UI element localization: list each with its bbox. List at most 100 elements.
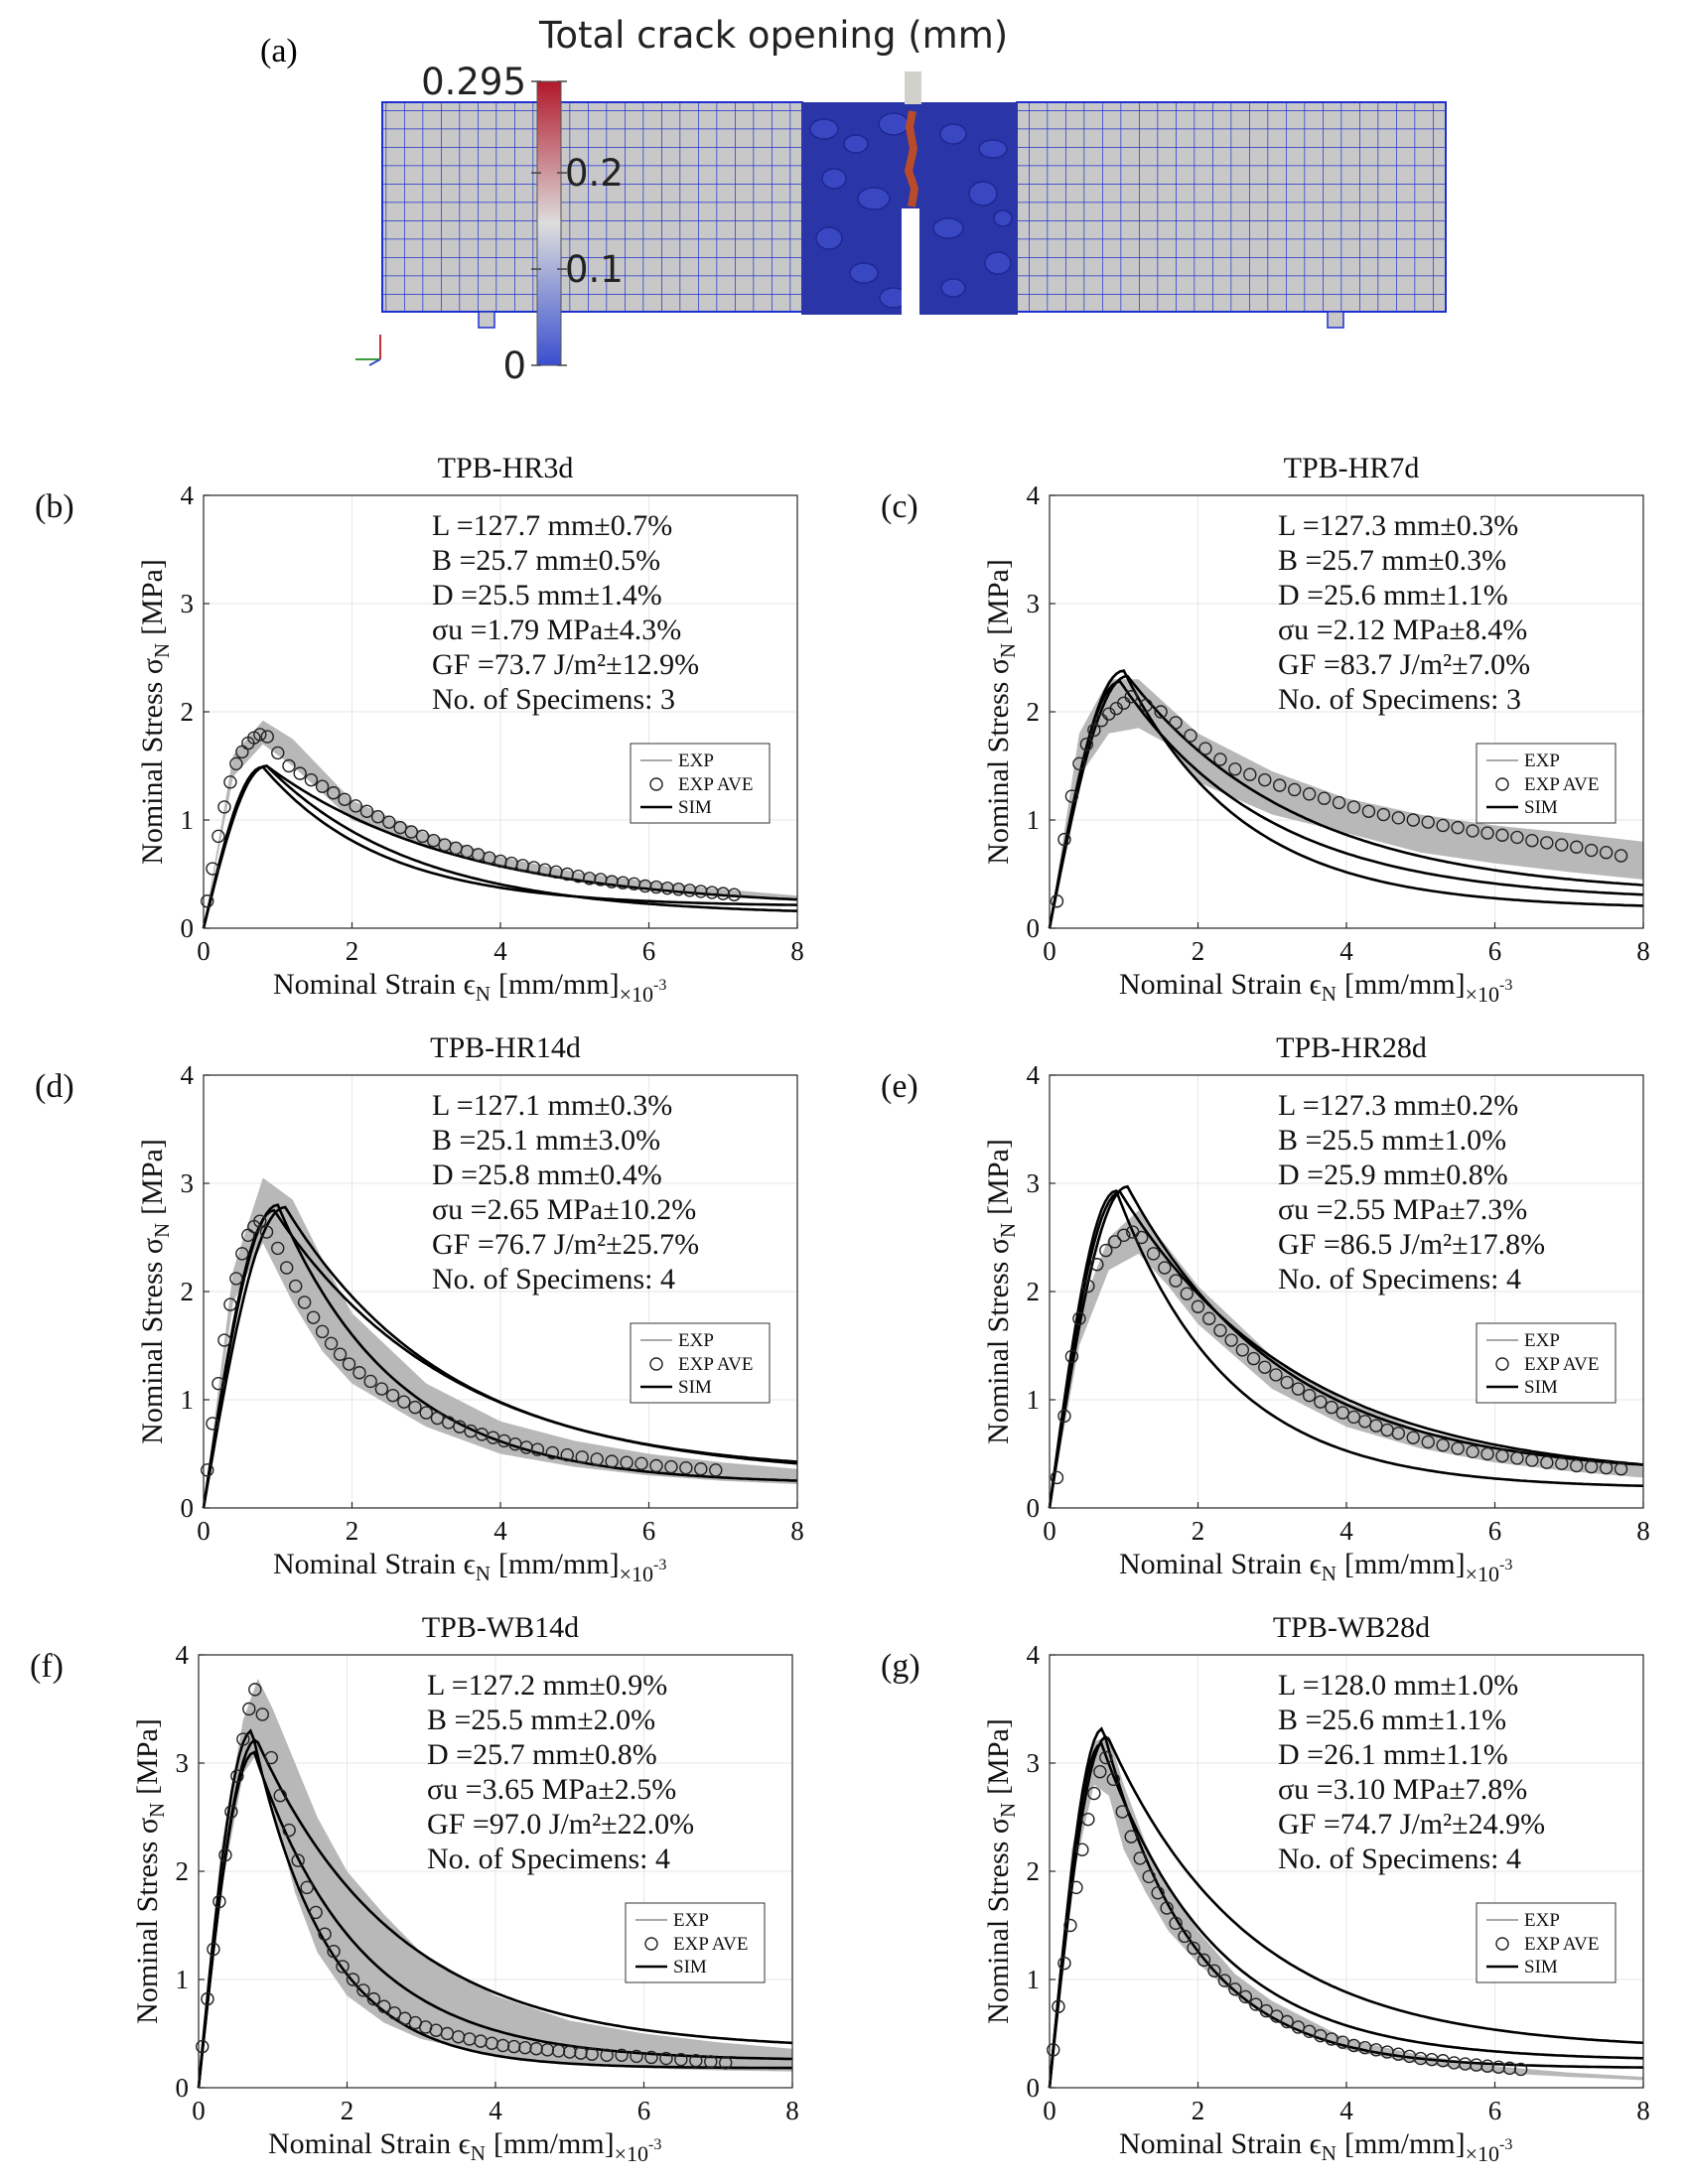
exp-ave-point: [1599, 846, 1614, 860]
exp-ave-point: [719, 2056, 733, 2070]
exp-ave-point: [1391, 1427, 1406, 1440]
charts-container: 0 2 4 6 8 0 1 2 3 4 TPB-HR3d (b) Nominal Strain ϵN [m…: [30, 452, 1650, 2166]
panel-label: (d): [35, 1068, 74, 1105]
exp-ave-point: [590, 1452, 604, 1466]
exp-ave-point: [229, 1272, 243, 1286]
exp-ave-point: [1436, 1438, 1450, 1452]
exp-ave-point: [1243, 767, 1257, 781]
exp-ave-point: [201, 1991, 214, 2006]
legend-box: [625, 1902, 766, 1983]
panel-a-label: (a): [260, 33, 298, 69]
exp-ave-point: [1217, 1974, 1232, 1987]
exp-ave-point: [327, 1944, 341, 1959]
legend-box: [630, 743, 771, 824]
legend-exp-label: EXP: [1524, 1910, 1560, 1931]
x-tick-label: 0: [1043, 2096, 1056, 2125]
exp-ave-point: [1332, 795, 1346, 810]
exp-ave-point: [1133, 1851, 1147, 1865]
x-tick-label: 6: [1488, 936, 1502, 966]
exp-ave-point: [359, 804, 374, 818]
exp-ave-point: [615, 2048, 629, 2063]
y-tick-label: 1: [1027, 805, 1041, 835]
exp-ave-point: [1273, 778, 1287, 792]
exp-ave-point: [1466, 824, 1479, 838]
annotation-B: B =25.1 mm±3.0%: [432, 1124, 660, 1157]
exp-ave-point: [1291, 1382, 1306, 1396]
y-tick-label: 4: [181, 480, 195, 510]
exp-ave-point: [1169, 716, 1183, 730]
annotation-L: L =127.7 mm±0.7%: [432, 509, 672, 542]
exp-ave-point: [1081, 1812, 1095, 1827]
exp-ave-point: [575, 1450, 589, 1464]
chart-panel-TPB-HR28d: 0 2 4 6 8 0 1 2 3 4 TPB-HR28d (e) Nominal Strain ϵN[…: [881, 1031, 1650, 1586]
exp-ave-point: [271, 746, 285, 760]
colorbar-title: Total crack opening (mm): [538, 14, 1008, 57]
exp-ave-point: [1451, 1441, 1465, 1455]
exp-ave-point: [1421, 815, 1435, 829]
exp-ave-point: [297, 1296, 312, 1309]
exp-ave-point: [309, 1905, 323, 1920]
exp-ave-point: [282, 758, 296, 773]
x-tick-label: 2: [1192, 1516, 1205, 1546]
panel-label: (c): [881, 488, 918, 525]
sim-curve-3: [1048, 1190, 1644, 1509]
exp-ave-point: [304, 772, 319, 787]
exp-ave-point: [1052, 1999, 1065, 2013]
x-tick-label: 6: [642, 1516, 656, 1546]
annotation-B: B =25.7 mm±0.3%: [1278, 544, 1506, 577]
exp-ave-point: [1406, 813, 1420, 827]
annotation-sigma: σu =3.65 MPa±2.5%: [427, 1773, 676, 1806]
exp-ave-point: [1090, 1258, 1104, 1272]
legend-exp-label: EXP: [673, 1910, 709, 1931]
exp-ave-point: [1525, 1453, 1539, 1467]
annotation-B: B =25.6 mm±1.1%: [1278, 1704, 1506, 1736]
legend-exp-ave-swatch: [1495, 1937, 1509, 1951]
exp-ave-point: [1376, 807, 1391, 822]
exp-ave-point: [377, 1999, 391, 2013]
x-axis-label: Nominal Strain ϵN [mm/mm]×10-3: [273, 968, 666, 1007]
exp-ave-point: [1184, 729, 1197, 743]
y-tick-label: 2: [1027, 1277, 1041, 1306]
annotation-GF: GF =83.7 J/m²±7.0%: [1278, 648, 1530, 681]
aggregate-texture: [809, 112, 1013, 309]
exp-ave-point: [253, 728, 267, 742]
annotation-GF: GF =86.5 J/m²±17.8%: [1278, 1228, 1545, 1261]
exp-ave-point: [404, 825, 418, 839]
exp-ave-point: [1280, 2014, 1294, 2029]
exp-ave-point: [1057, 1956, 1071, 1971]
exp-ave-point: [1117, 696, 1131, 710]
legend-exp-ave-label: EXP AVE: [678, 774, 754, 795]
exp-ave-point: [1584, 1459, 1599, 1474]
sim-curve-3: [1048, 1741, 1644, 2089]
y-tick-label: 4: [181, 1060, 195, 1090]
exp-ave-point: [1614, 1462, 1628, 1476]
exp-ave-point: [1270, 2009, 1284, 2023]
exp-ave-point: [1158, 1261, 1172, 1275]
chart-title: TPB-HR7d: [1284, 452, 1420, 484]
sim-curve-3: [202, 1208, 798, 1509]
annotation-specimens: No. of Specimens: 3: [432, 683, 675, 716]
y-tick-label: 1: [181, 1385, 195, 1415]
annotation-D: D =26.1 mm±1.1%: [1278, 1738, 1508, 1771]
chart-title: TPB-WB14d: [422, 1611, 579, 1644]
exp-ave-point: [1259, 2003, 1273, 2018]
y-tick-label: 3: [1027, 1168, 1041, 1198]
exp-ave-point: [1139, 698, 1153, 713]
exp-ave-point: [1154, 705, 1168, 719]
annotation-B: B =25.5 mm±1.0%: [1278, 1124, 1506, 1157]
sim-curve-2: [197, 1737, 793, 2089]
exp-ave-point: [293, 766, 307, 780]
colorbar-tick-label: 0: [502, 344, 526, 387]
exp-ave-point: [338, 792, 352, 806]
y-tick-label: 1: [176, 1965, 190, 1994]
legend-exp-ave-swatch: [644, 1937, 658, 1951]
exp-ave-point: [349, 799, 362, 813]
exp-ave-point: [217, 800, 231, 814]
exp-ave-point: [397, 1395, 411, 1409]
exp-band: [1050, 679, 1643, 928]
x-tick-label: 6: [1488, 2096, 1502, 2125]
exp-ave-point: [273, 1788, 287, 1803]
legend-exp-ave-swatch: [1495, 777, 1509, 791]
y-tick-label: 3: [176, 1748, 190, 1778]
exp-ave-point: [236, 1732, 250, 1746]
